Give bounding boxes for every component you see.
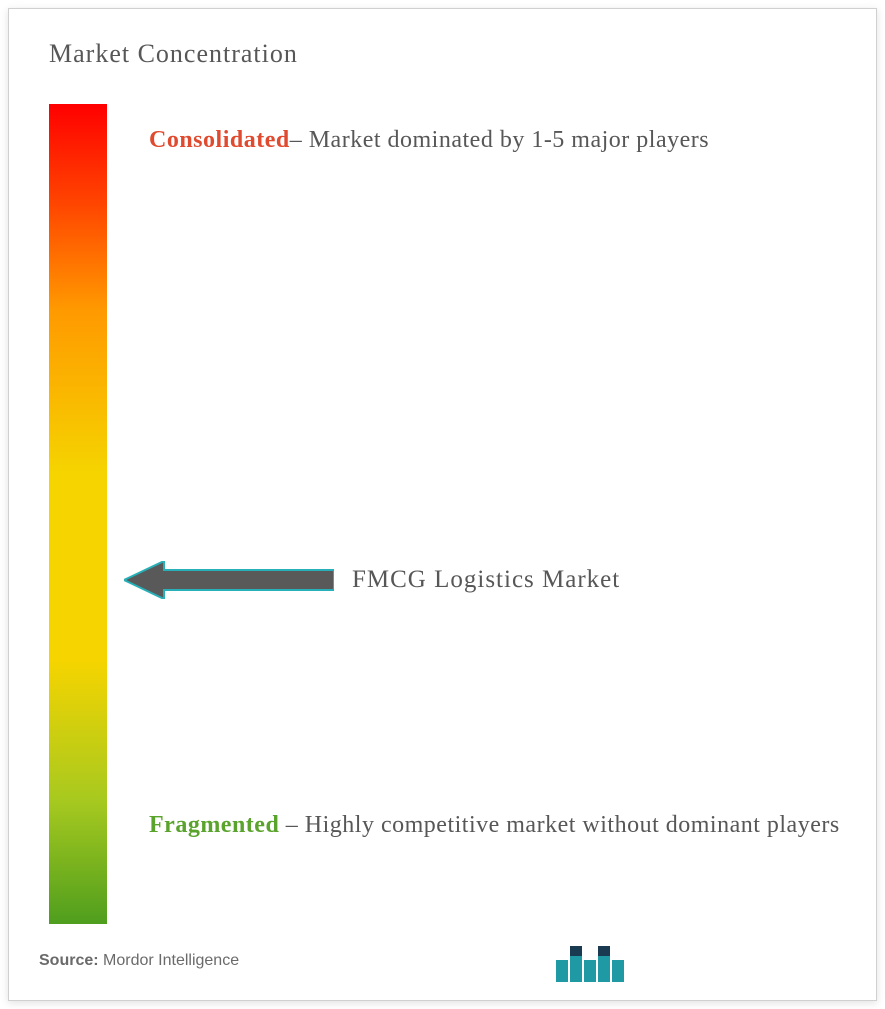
brand-logo-icon: [556, 938, 636, 982]
page-title: Market Concentration: [49, 39, 298, 69]
consolidated-description: Consolidated– Market dominated by 1-5 ma…: [149, 114, 769, 167]
concentration-gradient-bar: [49, 104, 107, 924]
pointer-label: FMCG Logistics Market: [352, 566, 620, 594]
consolidated-label: Consolidated: [149, 127, 290, 153]
source-label: Source:: [39, 952, 99, 969]
pointer-arrow-icon: [124, 561, 334, 599]
fragmented-description: Fragmented – Highly competitive market w…: [149, 799, 849, 852]
source-attribution: Source: Mordor Intelligence: [39, 952, 239, 970]
source-value: Mordor Intelligence: [99, 952, 240, 969]
market-pointer: FMCG Logistics Market: [124, 561, 620, 599]
fragmented-text: – Highly competitive market without domi…: [279, 812, 839, 838]
infographic-card: Market Concentration Consolidated– Marke…: [8, 8, 877, 1001]
fragmented-label: Fragmented: [149, 812, 279, 838]
consolidated-text: – Market dominated by 1-5 major players: [290, 127, 709, 153]
